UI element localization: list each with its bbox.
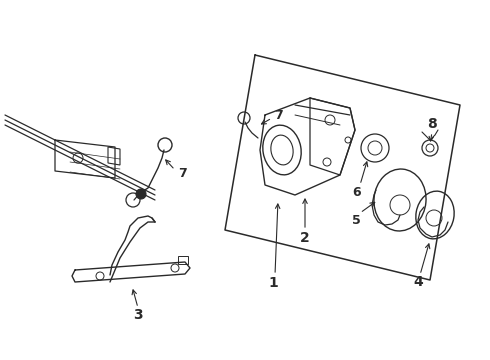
Text: 3: 3 [133, 308, 143, 322]
Text: 4: 4 [413, 275, 423, 289]
Text: 1: 1 [268, 276, 278, 290]
Text: 7: 7 [177, 166, 186, 180]
Text: 2: 2 [300, 231, 310, 245]
Circle shape [136, 189, 146, 199]
Text: 6: 6 [353, 185, 361, 198]
Text: 8: 8 [427, 117, 437, 131]
Text: 5: 5 [352, 213, 360, 226]
Bar [178, 256, 188, 264]
Text: 7: 7 [273, 108, 282, 122]
